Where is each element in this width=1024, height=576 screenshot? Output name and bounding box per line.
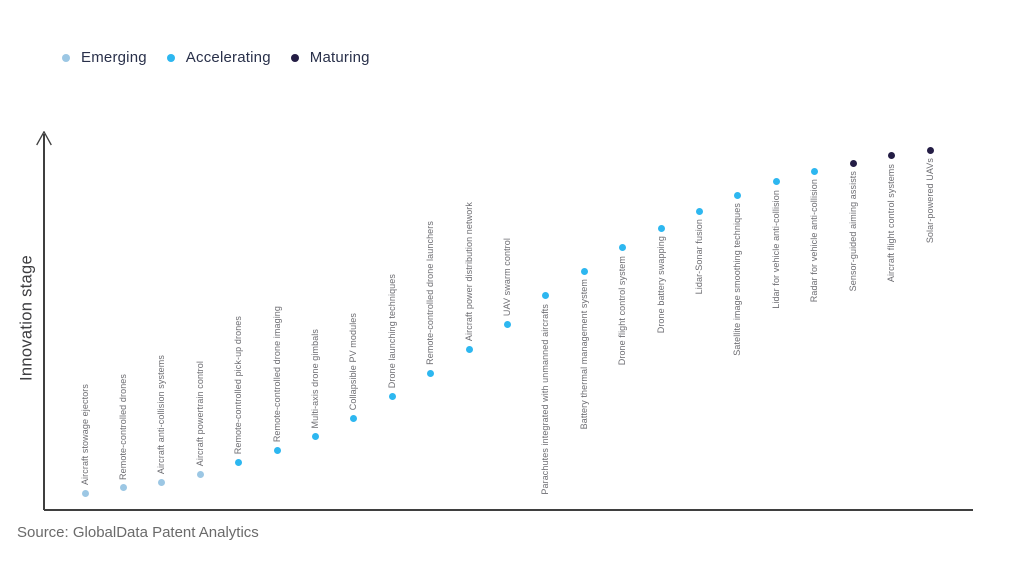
- data-point-label: Remote-controlled drone imaging: [271, 305, 282, 442]
- legend: Emerging Accelerating Maturing: [62, 49, 390, 66]
- legend-label: Maturing: [309, 49, 370, 66]
- data-point-dot: [196, 470, 204, 478]
- data-point-label: Remote-controlled drone launchers: [425, 221, 436, 366]
- data-point-dot: [235, 458, 243, 466]
- data-point-label: Aircraft flight control systems: [886, 163, 897, 282]
- data-point-dot: [734, 191, 742, 199]
- data-point-label: Aircraft anti-collision systems: [156, 355, 167, 475]
- legend-dot-icon: [290, 53, 299, 62]
- data-point-dot: [119, 484, 127, 492]
- legend-item-maturing: Maturing: [290, 49, 370, 66]
- data-point-label: Lidar for vehicle anti-collision: [770, 189, 781, 309]
- data-point-label: Drone battery swapping: [655, 236, 666, 334]
- legend-dot-icon: [62, 53, 70, 62]
- data-point-dot: [158, 479, 166, 487]
- data-point-dot: [273, 446, 281, 454]
- data-point-label: Drone launching techniques: [386, 273, 397, 388]
- data-point-dot: [772, 178, 780, 186]
- data-point-label: Aircraft powertrain control: [194, 361, 205, 467]
- data-point-dot: [888, 152, 896, 160]
- data-point-label: Drone flight control system: [617, 255, 628, 366]
- data-point-label: Radar for vehicle anti-collision: [809, 179, 820, 303]
- data-point-dot: [465, 346, 473, 353]
- data-point-dot: [696, 207, 704, 215]
- data-point-dot: [81, 489, 89, 497]
- data-point-dot: [926, 146, 934, 154]
- data-point-dot: [811, 167, 819, 175]
- y-axis-line: [43, 134, 45, 510]
- data-point-label: UAV swarm control: [502, 237, 512, 316]
- data-point-label: Parachutes integrated with unmanned airc…: [540, 303, 551, 495]
- data-point-label: Solar-powered UAVs: [924, 158, 935, 244]
- data-point-label: Sensor-guided aiming assists: [847, 171, 858, 292]
- data-point-dot: [388, 392, 396, 400]
- legend-label: Emerging: [81, 49, 147, 66]
- data-point-dot: [427, 369, 435, 377]
- y-axis-title: Innovation stage: [17, 255, 36, 381]
- data-point-label: Collapsible PV modules: [348, 312, 359, 411]
- data-point-label: Battery thermal management system: [578, 279, 589, 430]
- data-point-dot: [849, 159, 857, 167]
- data-point-label: Multi-axis drone gimbals: [309, 328, 320, 429]
- data-point-dot: [619, 244, 627, 252]
- x-axis-line: [44, 509, 973, 511]
- data-point-label: Remote-controlled drones: [117, 373, 128, 480]
- data-point-dot: [311, 432, 319, 440]
- data-point-dot: [542, 292, 550, 300]
- legend-item-accelerating: Accelerating: [166, 49, 271, 66]
- legend-label: Accelerating: [185, 49, 271, 66]
- data-point-label: Satellite image smoothing techniques: [732, 203, 743, 356]
- data-point-dot: [657, 224, 665, 232]
- data-point-label: Aircraft stowage ejectors: [79, 384, 90, 486]
- y-axis-arrow-icon: [36, 131, 52, 146]
- data-point-label: Aircraft power distribution network: [463, 202, 474, 342]
- legend-dot-icon: [166, 53, 175, 62]
- legend-item-emerging: Emerging: [62, 49, 147, 66]
- data-point-label: Remote-controlled pick-up drones: [233, 316, 244, 455]
- source-note: Source: GlobalData Patent Analytics: [17, 524, 259, 541]
- data-point-dot: [504, 320, 511, 328]
- data-point-dot: [350, 414, 358, 422]
- data-point-dot: [580, 267, 588, 275]
- data-point-label: Lidar-Sonar fusion: [694, 219, 705, 295]
